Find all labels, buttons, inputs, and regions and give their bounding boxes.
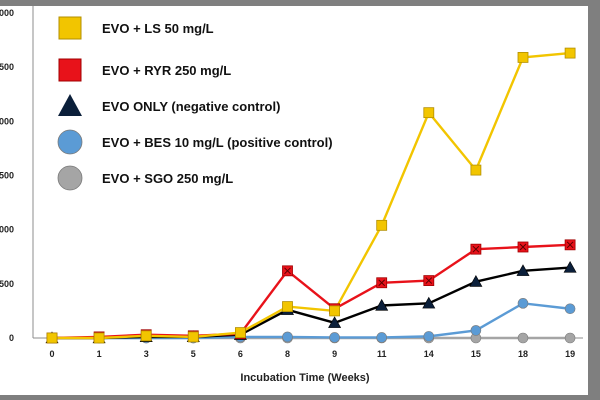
legend-item-1: EVO + LS 50 mg/L xyxy=(58,16,214,40)
series-1-point xyxy=(140,330,152,342)
x-tick-label: 5 xyxy=(191,349,196,359)
legend-item-3: EVO ONLY (negative control) xyxy=(58,94,280,116)
legend-swatch xyxy=(57,165,83,191)
series-4-point xyxy=(517,298,529,309)
series-3-point xyxy=(469,275,483,287)
x-tick-labels: 0 1 3 5 6 8 9 11 14 15 18 19 xyxy=(49,349,575,359)
series-2-point-x xyxy=(425,277,433,284)
legend-label: EVO + LS 50 mg/L xyxy=(102,21,214,36)
y-tick-label: 1500 xyxy=(0,171,14,181)
series-2-point-x xyxy=(284,267,291,275)
y-tick-label: 0 xyxy=(9,333,14,343)
y-tick-label: 3000 xyxy=(0,8,14,18)
series-4-point xyxy=(423,331,435,342)
legend-label: EVO + BES 10 mg/L (positive control) xyxy=(102,135,333,150)
legend-label: EVO + RYR 250 mg/L xyxy=(102,63,231,78)
series-1-point xyxy=(93,332,105,344)
series-4-point xyxy=(376,332,388,343)
series-4-point xyxy=(470,325,482,336)
series-1-point xyxy=(517,52,529,63)
series-4-point xyxy=(329,332,340,343)
series-3-line xyxy=(52,266,571,340)
series-2-point-x xyxy=(472,245,480,253)
y-tick-label: 2500 xyxy=(0,62,14,72)
x-tick-label: 3 xyxy=(144,349,149,359)
series-1-point xyxy=(187,331,199,343)
legend-item-2: EVO + RYR 250 mg/L xyxy=(58,58,231,82)
x-tick-label: 9 xyxy=(332,349,337,359)
chart-frame: 0 500 1000 1500 2000 2500 3000 0 1 3 5 6 8 9 11 14 15 18… xyxy=(0,6,588,395)
x-tick-label: 6 xyxy=(238,349,243,359)
x-tick-label: 18 xyxy=(518,349,528,359)
series-2-point-x xyxy=(566,241,574,249)
series-1-point xyxy=(376,219,388,231)
series-lines xyxy=(51,51,571,340)
series-4-point xyxy=(564,303,576,315)
x-tick-label: 15 xyxy=(471,349,481,359)
series-1-point xyxy=(234,327,246,338)
series-3-point xyxy=(516,264,530,276)
legend-label: EVO + SGO 250 mg/L xyxy=(102,171,233,186)
x-tick-label: 8 xyxy=(285,349,290,359)
y-tick-label: 1000 xyxy=(0,225,14,235)
series-1-point xyxy=(470,164,482,176)
legend-swatch xyxy=(58,16,82,40)
series-1-point xyxy=(46,332,58,344)
series-3-point xyxy=(563,260,577,273)
series-markers xyxy=(45,47,577,344)
y-tick-label: 2000 xyxy=(0,116,14,126)
legend-item-4: EVO + BES 10 mg/L (positive control) xyxy=(57,129,333,155)
legend-swatch xyxy=(57,129,83,155)
series-1-line xyxy=(52,51,571,340)
x-tick-label: 14 xyxy=(424,349,434,359)
series-2-point-x xyxy=(378,279,386,287)
legend: EVO + LS 50 mg/L EVO + RYR 250 mg/L EVO ON… xyxy=(57,16,333,191)
series-1-point xyxy=(329,305,341,317)
x-tick-label: 1 xyxy=(97,349,102,359)
series-1-point xyxy=(564,47,576,59)
legend-swatch xyxy=(58,58,82,82)
series-5-point xyxy=(517,332,529,344)
series-2-line xyxy=(51,243,571,340)
line-chart: 0 500 1000 1500 2000 2500 3000 0 1 3 5 6 8 9 11 14 15 18… xyxy=(0,6,583,384)
series-3-point xyxy=(375,298,389,311)
x-tick-label: 0 xyxy=(49,349,54,359)
series-1-point xyxy=(282,301,293,312)
x-axis-title: Incubation Time (Weeks) xyxy=(240,372,370,384)
series-3-point xyxy=(328,316,342,328)
series-1-point xyxy=(423,107,435,119)
series-3-point xyxy=(422,296,436,309)
y-tick-label: 500 xyxy=(0,279,14,289)
x-tick-label: 11 xyxy=(377,349,387,359)
series-4-point xyxy=(282,331,293,343)
series-5-point xyxy=(564,332,576,344)
legend-label: EVO ONLY (negative control) xyxy=(102,99,280,114)
x-tick-label: 19 xyxy=(565,349,575,359)
y-tick-labels: 0 500 1000 1500 2000 2500 3000 xyxy=(0,8,14,343)
series-2-point-x xyxy=(519,243,527,251)
legend-item-5: EVO + SGO 250 mg/L xyxy=(57,165,233,191)
legend-swatch xyxy=(58,94,82,116)
